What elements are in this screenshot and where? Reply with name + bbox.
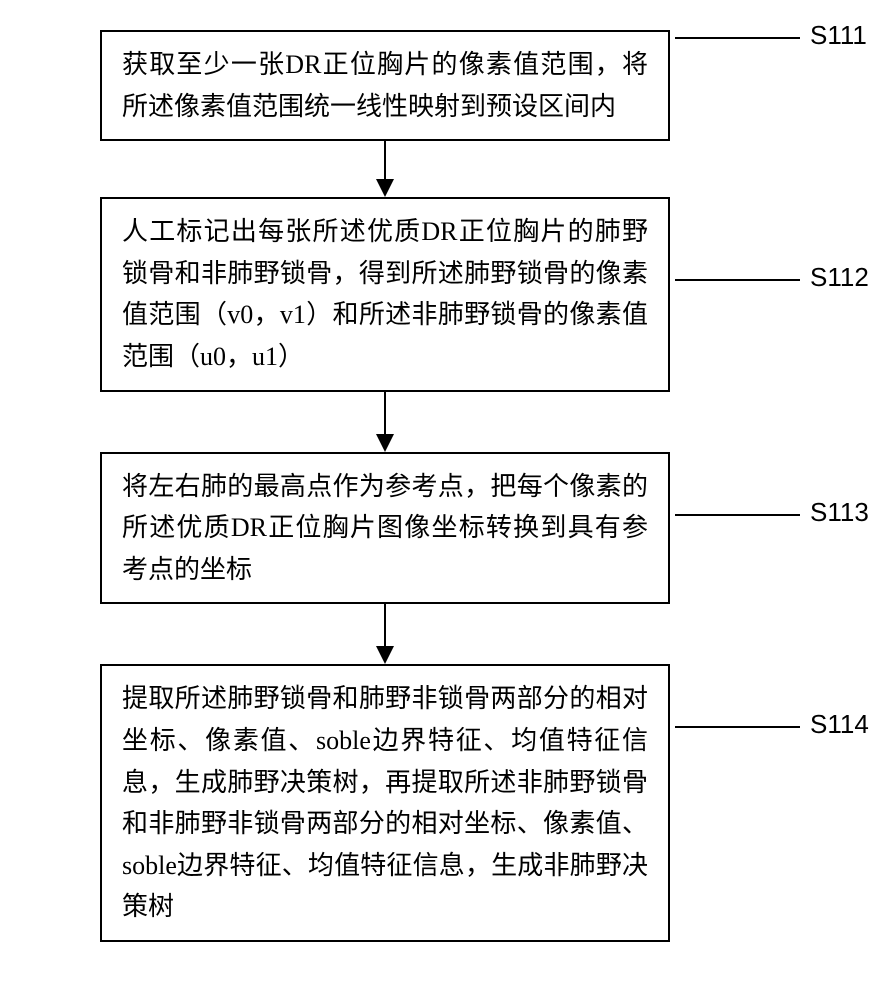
arrow-line-1 xyxy=(384,141,386,179)
step-label-1: S111 xyxy=(810,20,867,51)
step-group-2: 人工标记出每张所述优质DR正位胸片的肺野锁骨和非肺野锁骨，得到所述肺野锁骨的像素… xyxy=(100,197,833,391)
step-box-2: 人工标记出每张所述优质DR正位胸片的肺野锁骨和非肺野锁骨，得到所述肺野锁骨的像素… xyxy=(100,197,670,391)
arrowhead-1 xyxy=(376,179,394,197)
step-group-3: 将左右肺的最高点作为参考点，把每个像素的所述优质DR正位胸片图像坐标转换到具有参… xyxy=(100,452,833,605)
step-box-1: 获取至少一张DR正位胸片的像素值范围，将所述像素值范围统一线性映射到预设区间内 xyxy=(100,30,670,141)
arrow-3 xyxy=(100,604,670,664)
label-connector-1 xyxy=(675,37,800,39)
step-label-4: S114 xyxy=(810,709,869,740)
arrow-2 xyxy=(100,392,670,452)
step-label-3: S113 xyxy=(810,497,869,528)
label-connector-3 xyxy=(675,514,800,516)
label-connector-4 xyxy=(675,726,800,728)
flowchart-container: 获取至少一张DR正位胸片的像素值范围，将所述像素值范围统一线性映射到预设区间内 … xyxy=(0,0,883,972)
step-box-4: 提取所述肺野锁骨和肺野非锁骨两部分的相对坐标、像素值、soble边界特征、均值特… xyxy=(100,664,670,942)
step-box-3: 将左右肺的最高点作为参考点，把每个像素的所述优质DR正位胸片图像坐标转换到具有参… xyxy=(100,452,670,605)
arrow-line-3 xyxy=(384,604,386,646)
step-label-2: S112 xyxy=(810,262,869,293)
step-text-4: 提取所述肺野锁骨和肺野非锁骨两部分的相对坐标、像素值、soble边界特征、均值特… xyxy=(122,684,648,921)
arrowhead-2 xyxy=(376,434,394,452)
step-text-3: 将左右肺的最高点作为参考点，把每个像素的所述优质DR正位胸片图像坐标转换到具有参… xyxy=(122,472,648,584)
step-text-1: 获取至少一张DR正位胸片的像素值范围，将所述像素值范围统一线性映射到预设区间内 xyxy=(122,50,648,121)
arrow-1 xyxy=(100,141,670,197)
step-text-2: 人工标记出每张所述优质DR正位胸片的肺野锁骨和非肺野锁骨，得到所述肺野锁骨的像素… xyxy=(122,217,648,371)
arrowhead-3 xyxy=(376,646,394,664)
step-group-4: 提取所述肺野锁骨和肺野非锁骨两部分的相对坐标、像素值、soble边界特征、均值特… xyxy=(100,664,833,942)
label-connector-2 xyxy=(675,279,800,281)
arrow-line-2 xyxy=(384,392,386,434)
step-group-1: 获取至少一张DR正位胸片的像素值范围，将所述像素值范围统一线性映射到预设区间内 … xyxy=(100,30,833,141)
